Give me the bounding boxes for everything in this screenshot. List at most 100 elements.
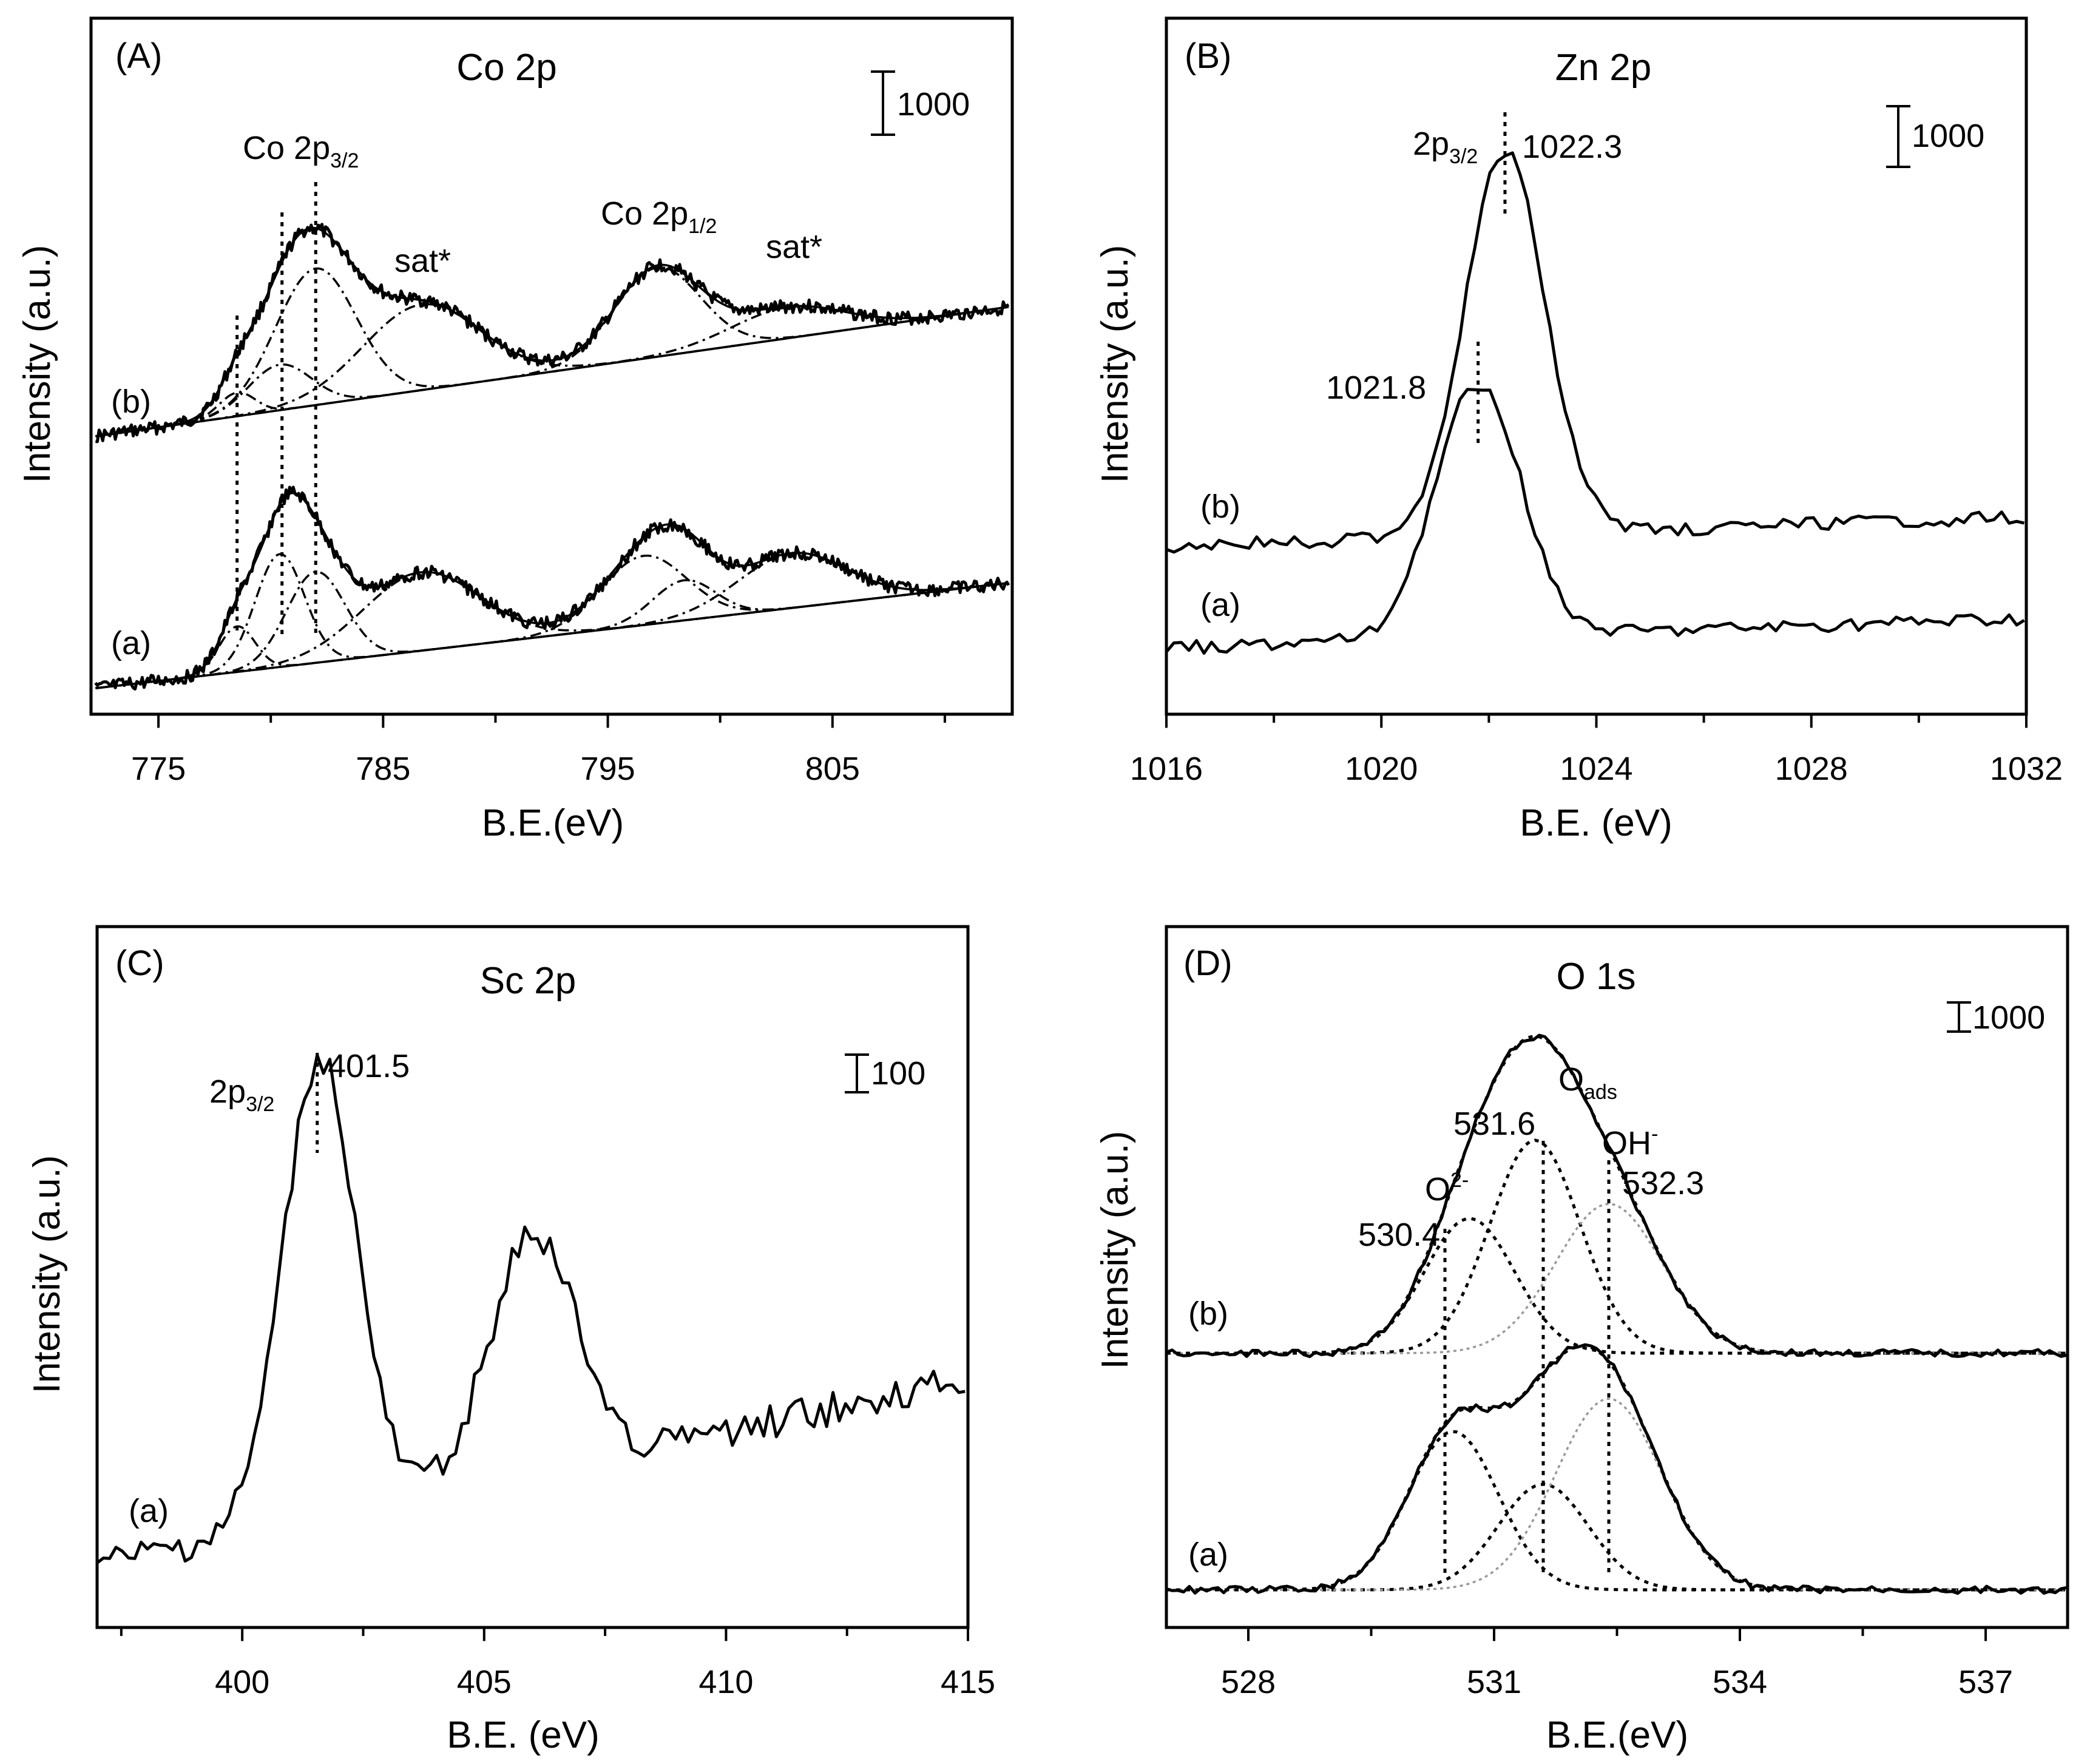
panel-c-scale-bar-value: 100 [871, 1055, 925, 1092]
x-tick-label: 1020 [1345, 751, 1418, 787]
panel-b-scale-bar: 1000 [1886, 105, 1984, 168]
panel-c-traces [96, 1053, 966, 1564]
fit-component [95, 552, 1008, 689]
panel-c-frame [95, 925, 970, 1629]
fit-component [95, 571, 1008, 689]
series-label-a: (a) [129, 1493, 169, 1529]
panel-d-scale-bar-value: 1000 [1972, 999, 2045, 1036]
series-label-a: (a) [1188, 1536, 1228, 1573]
spectrum-trace [1166, 151, 2025, 554]
spectrum-trace [96, 1053, 966, 1564]
panel-d: 528 531 534 537 (D) O 1s 1000 O2- 530.4 Oad… [1094, 925, 2069, 1756]
spectrum-trace [1166, 1343, 2068, 1595]
x-tick-label: 410 [698, 1664, 753, 1700]
panel-a-ylabel: Intensity (a.u.) [16, 245, 58, 484]
panel-c: 400 405 410 415 (C) Sc 2p 100 2p3/2 401.5 (… [26, 925, 995, 1756]
panel-b-label: (B) [1185, 36, 1231, 76]
annotation-zn-peak-a: 1021.8 [1326, 370, 1426, 406]
series-label-a: (a) [111, 625, 151, 661]
x-tick-label: 400 [215, 1664, 269, 1700]
envelope-fit [1166, 1344, 2067, 1592]
envelope-fit [95, 492, 1009, 689]
annotation-co-2p32: Co 2p3/2 [243, 130, 359, 172]
x-tick-label: 1024 [1560, 751, 1632, 787]
panel-a: 775 785 795 805 (A) Co 2p 1000 Co 2p3/2 sat… [16, 16, 1014, 844]
panel-c-label: (C) [115, 944, 164, 983]
panel-b-scale-bar-value: 1000 [1912, 118, 1984, 154]
panel-d-label: (D) [1183, 944, 1233, 983]
fit-component [95, 267, 1008, 438]
fit-component [95, 306, 1008, 438]
panel-a-title: Co 2p [456, 47, 556, 89]
panel-d-ylabel: Intensity (a.u.) [1094, 1131, 1136, 1370]
panel-c-ylabel: Intensity (a.u.) [26, 1155, 68, 1394]
annotation-zn-2p32: 2p3/2 [1413, 126, 1478, 168]
annotation-co-2p12: Co 2p1/2 [601, 195, 717, 238]
fit-component [1166, 1203, 2066, 1354]
x-tick-label: 795 [581, 751, 635, 787]
fit-component [95, 582, 1008, 689]
fit-component [1166, 1217, 2066, 1355]
annotation-532-3: 532.3 [1622, 1165, 1704, 1201]
x-tick-label: 537 [1958, 1664, 2013, 1700]
panel-d-ticks: 528 531 534 537 [1221, 1627, 2013, 1700]
panel-b-title: Zn 2p [1555, 47, 1652, 89]
x-tick-label: 805 [805, 751, 860, 787]
panel-d-scale-bar: 1000 [1947, 999, 2045, 1036]
series-label-b: (b) [111, 384, 151, 420]
panel-a-scale-bar-value: 1000 [897, 86, 970, 123]
spectrum-trace [95, 223, 1010, 444]
annotation-sc-2p32: 2p3/2 [209, 1073, 274, 1116]
panel-a-ticks: 775 785 795 805 [131, 714, 946, 787]
panel-d-frame [1165, 925, 2069, 1629]
x-tick-label: 531 [1467, 1664, 1521, 1700]
spectrum-trace [94, 485, 1010, 691]
x-tick-label: 534 [1713, 1664, 1767, 1700]
panel-a-label: (A) [115, 36, 162, 76]
panel-c-ticks: 400 405 410 415 [120, 1627, 995, 1700]
annotation-530-4: 530.4 [1358, 1217, 1440, 1253]
annotation-sc-peak: 401.5 [328, 1048, 410, 1084]
panel-b-ylabel: Intensity (a.u.) [1094, 245, 1136, 484]
envelope-fit [1166, 1035, 2067, 1355]
panel-b-xlabel: B.E. (eV) [1520, 802, 1673, 844]
x-tick-label: 775 [131, 751, 186, 787]
x-tick-label: 415 [941, 1664, 995, 1700]
series-label-b: (b) [1200, 488, 1240, 525]
x-tick-label: 785 [356, 751, 410, 787]
envelope-fit [95, 226, 1009, 438]
fit-component [95, 266, 1008, 438]
annotation-sat-2: sat* [766, 229, 822, 265]
x-tick-label: 405 [457, 1664, 512, 1700]
x-tick-label: 1032 [1990, 751, 2063, 787]
annotation-oads: Oads [1558, 1061, 1617, 1104]
x-tick-label: 1028 [1775, 751, 1848, 787]
panel-a-traces [94, 182, 1010, 691]
panel-d-title: O 1s [1557, 956, 1636, 998]
panel-c-scale-bar: 100 [845, 1053, 925, 1093]
fit-component [95, 570, 1008, 689]
panel-c-xlabel: B.E. (eV) [447, 1714, 600, 1756]
panel-a-xlabel: B.E.(eV) [482, 802, 624, 844]
fit-component [95, 579, 1008, 689]
x-tick-label: 528 [1221, 1664, 1276, 1700]
annotation-o2: O2- [1425, 1169, 1469, 1208]
annotation-zn-peak-b: 1022.3 [1522, 129, 1622, 165]
series-label-b: (b) [1188, 1296, 1228, 1332]
panel-d-xlabel: B.E.(eV) [1546, 1714, 1688, 1756]
spectrum-trace [1165, 388, 2025, 655]
panel-a-scale-bar: 1000 [871, 70, 970, 136]
panel-b-ticks: 1016 1020 1024 1028 1032 [1130, 714, 2063, 787]
panel-d-traces [1166, 1033, 2068, 1595]
annotation-oh: OH- [1602, 1123, 1658, 1161]
series-label-a: (a) [1200, 587, 1240, 623]
panel-c-title: Sc 2p [480, 960, 577, 1002]
spectrum-trace [1166, 1033, 2068, 1359]
fit-component [1166, 1482, 2066, 1592]
annotation-531-6: 531.6 [1453, 1106, 1535, 1142]
annotation-sat-1: sat* [394, 243, 451, 279]
fit-component [1166, 1430, 2066, 1592]
panel-b-traces [1165, 112, 2025, 655]
panel-b: 1016 1020 1024 1028 1032 (B) Zn 2p 1000 2p3/… [1094, 16, 2063, 844]
